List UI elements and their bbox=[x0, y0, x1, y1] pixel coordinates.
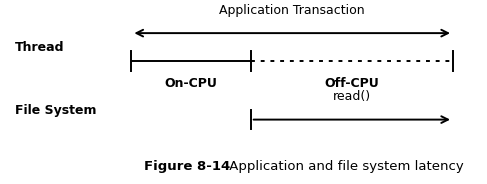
Text: Application Transaction: Application Transaction bbox=[219, 3, 365, 17]
Text: Thread: Thread bbox=[15, 41, 64, 54]
Text: Off-CPU: Off-CPU bbox=[324, 77, 379, 90]
Text: File System: File System bbox=[15, 104, 96, 117]
Text: Application and file system latency: Application and file system latency bbox=[225, 160, 464, 173]
Text: Figure 8-14: Figure 8-14 bbox=[144, 160, 230, 173]
Text: On-CPU: On-CPU bbox=[165, 77, 218, 90]
Text: read(): read() bbox=[333, 90, 371, 103]
